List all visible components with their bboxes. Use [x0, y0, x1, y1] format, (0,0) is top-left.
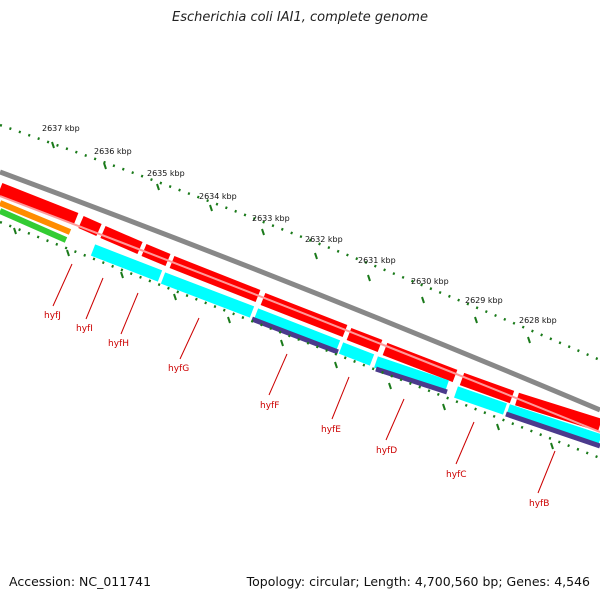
cds-segment: [338, 342, 375, 366]
tick-label: 2628 kbp: [519, 316, 557, 325]
tick-label: 2637 kbp: [42, 124, 80, 133]
orange-track: [0, 200, 72, 235]
tick-label: 2630 kbp: [411, 277, 449, 286]
tick-mark: [527, 336, 531, 344]
leader-line: [537, 450, 556, 494]
tick-mark: [496, 423, 500, 431]
gene-label-hyfG: hyfG: [168, 364, 189, 374]
tick-mark: [474, 316, 478, 324]
gene-segment: [100, 226, 143, 254]
protein-segment: [505, 411, 600, 449]
tick-mark: [550, 442, 554, 450]
protein-segment: [251, 316, 339, 355]
tick-mark: [314, 252, 318, 260]
gene-label-hyfJ: hyfJ: [44, 311, 61, 321]
gene-label-hyfD: hyfD: [376, 446, 397, 456]
cds-segment: [374, 356, 449, 392]
leader-line: [85, 277, 104, 320]
accession-text: Accession: NC_011741: [9, 574, 152, 589]
green-track: [0, 208, 68, 243]
tick-mark: [156, 183, 160, 191]
protein-track: [251, 316, 600, 449]
tick-mark: [334, 361, 338, 369]
gene-labels: hyfJ hyfI hyfH hyfG hyfF hyfE hyfD hyfC …: [44, 311, 549, 509]
map-title: Escherichia coli IAI1, complete genome: [172, 10, 428, 25]
cds-segment: [253, 308, 341, 352]
gene-segment: [0, 182, 79, 226]
leader-line: [268, 353, 288, 396]
tick-mark: [51, 141, 55, 149]
backbone-track: [0, 169, 600, 413]
cds-segment: [90, 244, 163, 282]
gene-label-hyfI: hyfI: [76, 324, 93, 334]
tick-mark: [367, 274, 371, 282]
genome-summary-text: Topology: circular; Length: 4,700,560 bp…: [246, 574, 590, 589]
protein-segment: [375, 366, 448, 395]
tick-mark: [120, 271, 124, 279]
gene-segment: [346, 327, 383, 353]
gene-segment: [78, 216, 102, 236]
gene-label-hyfE: hyfE: [321, 425, 341, 435]
cds-segment: [160, 272, 255, 318]
tick-mark: [209, 204, 213, 212]
leader-line: [179, 317, 200, 360]
tick-mark: [280, 339, 284, 347]
gene-label-hyfB: hyfB: [529, 499, 549, 509]
cds-segment: [454, 386, 507, 415]
scale-ticks: [51, 141, 531, 344]
tick-mark: [261, 228, 265, 236]
leader-line: [385, 398, 405, 441]
tick-mark: [227, 316, 231, 324]
gene-label-hyfC: hyfC: [446, 470, 466, 480]
inner-ticks: [13, 227, 554, 450]
tick-mark: [13, 227, 17, 235]
tick-mark: [66, 249, 70, 257]
cds-track: [90, 244, 600, 446]
tick-mark: [421, 296, 425, 304]
tick-label: 2632 kbp: [305, 235, 343, 244]
tick-label: 2631 kbp: [358, 256, 396, 265]
cds-segment: [506, 404, 600, 446]
tick-label: 2634 kbp: [199, 192, 237, 201]
leader-line: [52, 263, 73, 307]
label-leaders: [52, 263, 556, 494]
tick-label: 2629 kbp: [465, 296, 503, 305]
gene-label-hyfH: hyfH: [108, 339, 129, 349]
inner-scale-ring: [0, 220, 600, 460]
forward-track-lining: [0, 195, 600, 433]
gene-label-hyfF: hyfF: [260, 401, 279, 411]
leader-line: [331, 376, 350, 420]
tick-label: 2633 kbp: [252, 214, 290, 223]
leader-line: [455, 421, 475, 465]
tick-mark: [103, 162, 107, 170]
leader-line: [120, 292, 139, 335]
tick-mark: [442, 403, 446, 411]
tick-mark: [173, 293, 177, 301]
scale-tick-labels: 2637 kbp 2636 kbp 2635 kbp 2634 kbp 2633…: [42, 124, 557, 325]
tick-label: 2635 kbp: [147, 169, 185, 178]
gene-segment: [382, 342, 458, 383]
tick-mark: [388, 382, 392, 390]
tick-label: 2636 kbp: [94, 147, 132, 156]
gene-segment: [260, 292, 348, 338]
forward-gene-track: [0, 182, 600, 432]
